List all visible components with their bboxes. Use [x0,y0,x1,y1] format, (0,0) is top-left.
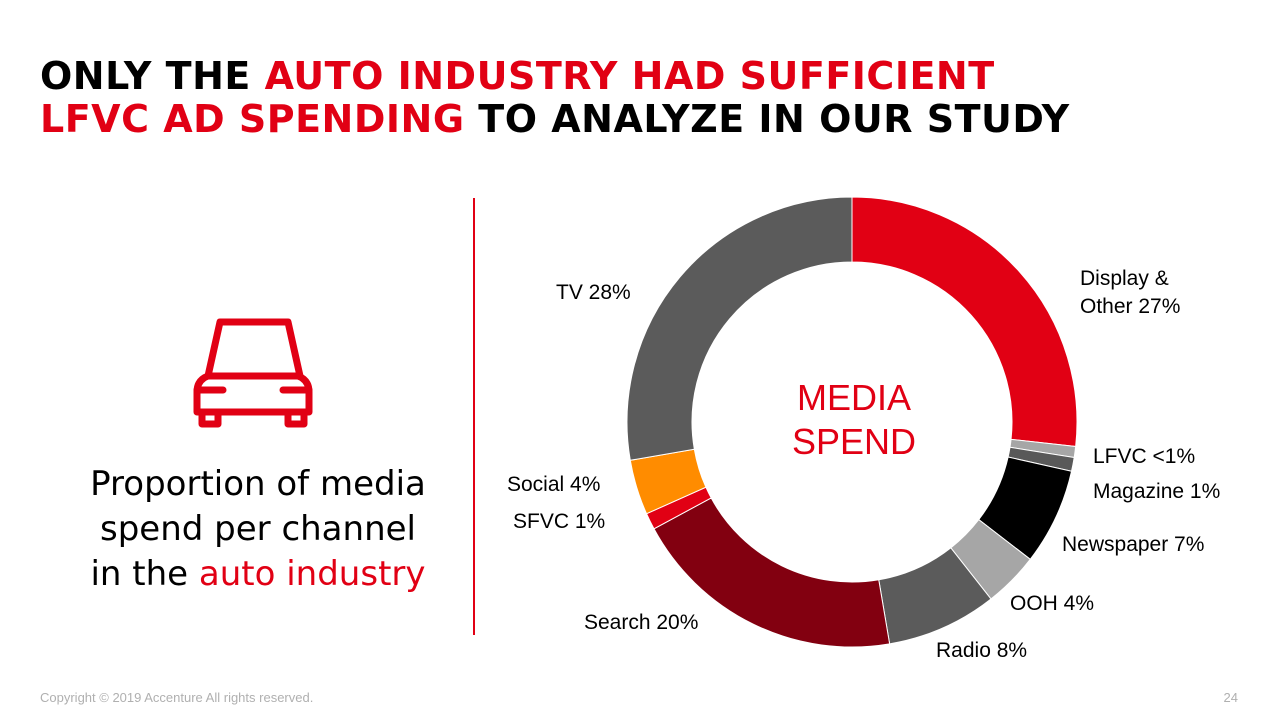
slice-label-2: Magazine 1% [1093,480,1220,503]
slice-label-6: Search 20% [584,611,698,634]
title-line2-red: LFVC AD SPENDING [40,97,465,141]
center-label-line-2: SPEND [791,421,917,462]
slice-label-4: OOH 4% [1010,592,1094,615]
caption-line-3-black: in the [90,554,199,594]
donut-chart: Display & Other 27% LFVC <1% Magazine 1% New… [507,196,1220,662]
slice-label-5: Radio 8% [936,639,1027,662]
slice-label-8: Social 4% [507,473,600,496]
caption-line-3-red: auto industry [198,554,426,594]
slice-label-3: Newspaper 7% [1062,533,1204,556]
car-icon [190,316,316,430]
page-title: ONLY THE AUTO INDUSTRY HAD SUFFICIENT LF… [40,55,1240,141]
title-line1-red: AUTO INDUSTRY HAD SUFFICIENT [264,54,995,98]
caption-line-2: spend per channel [100,509,416,549]
slice-label-9: TV 28% [556,281,631,304]
title-line2-black: TO ANALYZE IN OUR STUDY [464,97,1070,141]
caption-line-1: Proportion of media [90,464,426,504]
title-line-1: ONLY THE AUTO INDUSTRY HAD SUFFICIENT [40,55,1240,98]
chart-caption: Proportion of media spend per channel in… [48,462,468,597]
title-line1-black: ONLY THE [40,54,265,98]
center-label-line-1: MEDIA [796,377,911,418]
copyright-footer: Copyright © 2019 Accenture All rights re… [40,690,314,705]
title-line-2: LFVC AD SPENDING TO ANALYZE IN OUR STUDY [40,98,1240,141]
donut-slice-0 [851,196,1078,447]
slice-label-1: LFVC <1% [1093,445,1195,468]
slice-label-7: SFVC 1% [513,510,605,533]
vertical-divider [473,198,475,635]
donut-slice-9 [626,196,853,461]
page-number: 24 [1223,690,1238,705]
slice-label-0: Display & Other 27% [1080,267,1180,318]
donut-center-label: MEDIA SPEND [754,376,954,464]
